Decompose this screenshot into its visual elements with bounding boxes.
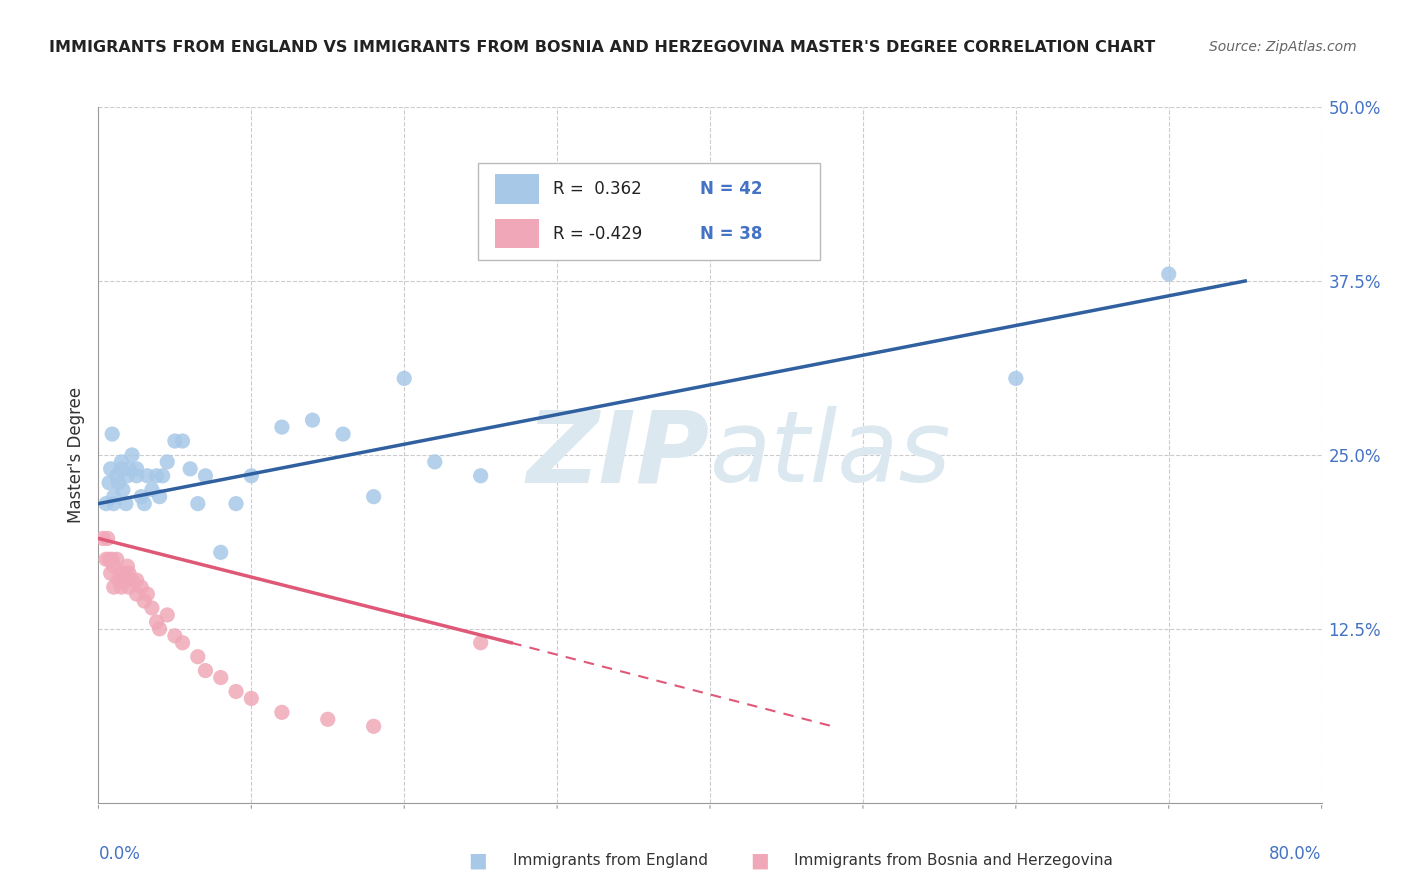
Bar bbox=[495, 175, 540, 203]
Point bbox=[125, 468, 148, 483]
Point bbox=[100, 566, 122, 581]
Point bbox=[118, 462, 141, 476]
Point bbox=[110, 580, 132, 594]
Point bbox=[103, 559, 125, 574]
Point bbox=[103, 490, 125, 504]
Point bbox=[129, 490, 152, 504]
Text: atlas: atlas bbox=[710, 407, 952, 503]
Bar bbox=[495, 219, 540, 248]
Point bbox=[316, 712, 339, 726]
Point bbox=[125, 587, 148, 601]
Text: Source: ZipAtlas.com: Source: ZipAtlas.com bbox=[1209, 40, 1357, 54]
Text: ▪: ▪ bbox=[749, 847, 769, 875]
Point bbox=[156, 455, 179, 469]
Point bbox=[301, 413, 323, 427]
Point bbox=[163, 629, 186, 643]
Text: Immigrants from England: Immigrants from England bbox=[513, 854, 709, 868]
Point bbox=[105, 468, 128, 483]
Text: N = 38: N = 38 bbox=[700, 225, 762, 243]
Point bbox=[134, 497, 156, 511]
Point bbox=[115, 497, 138, 511]
Point bbox=[149, 490, 172, 504]
Text: ZIP: ZIP bbox=[527, 407, 710, 503]
Point bbox=[163, 434, 186, 448]
Point bbox=[270, 420, 292, 434]
Point bbox=[363, 490, 385, 504]
Point bbox=[115, 566, 138, 581]
Point bbox=[103, 580, 125, 594]
Point bbox=[332, 427, 354, 442]
Text: IMMIGRANTS FROM ENGLAND VS IMMIGRANTS FROM BOSNIA AND HERZEGOVINA MASTER'S DEGRE: IMMIGRANTS FROM ENGLAND VS IMMIGRANTS FR… bbox=[49, 40, 1156, 55]
Point bbox=[105, 552, 128, 566]
Point bbox=[100, 462, 122, 476]
Point bbox=[187, 649, 209, 664]
Point bbox=[149, 622, 172, 636]
Point bbox=[145, 615, 167, 629]
Point bbox=[1157, 267, 1180, 281]
Point bbox=[179, 462, 201, 476]
Point bbox=[136, 587, 159, 601]
Point bbox=[145, 468, 167, 483]
Point bbox=[117, 559, 139, 574]
Point bbox=[240, 468, 263, 483]
Point bbox=[392, 371, 416, 385]
Point bbox=[156, 607, 179, 622]
Point bbox=[363, 719, 385, 733]
Point bbox=[97, 532, 120, 546]
Point bbox=[134, 594, 156, 608]
Point bbox=[107, 573, 129, 587]
Point bbox=[136, 468, 159, 483]
Point bbox=[98, 475, 121, 490]
Point bbox=[101, 552, 124, 566]
FancyBboxPatch shape bbox=[478, 162, 820, 260]
Point bbox=[111, 573, 134, 587]
Point bbox=[103, 497, 125, 511]
Point bbox=[172, 434, 194, 448]
Point bbox=[110, 462, 132, 476]
Text: ▪: ▪ bbox=[468, 847, 488, 875]
Point bbox=[118, 580, 141, 594]
Point bbox=[94, 552, 117, 566]
Point bbox=[225, 684, 247, 698]
Point bbox=[470, 468, 492, 483]
Point bbox=[1004, 371, 1026, 385]
Point bbox=[141, 601, 163, 615]
Point bbox=[423, 455, 446, 469]
Point bbox=[125, 462, 148, 476]
Point bbox=[110, 566, 132, 581]
Point bbox=[125, 573, 148, 587]
Point bbox=[209, 545, 232, 559]
Point bbox=[121, 573, 143, 587]
Point bbox=[91, 532, 114, 546]
Text: 0.0%: 0.0% bbox=[98, 845, 141, 863]
Point bbox=[240, 691, 263, 706]
Point bbox=[209, 671, 232, 685]
Text: N = 42: N = 42 bbox=[700, 180, 762, 198]
Point bbox=[94, 497, 117, 511]
Point bbox=[118, 566, 141, 581]
Point bbox=[107, 475, 129, 490]
Text: Immigrants from Bosnia and Herzegovina: Immigrants from Bosnia and Herzegovina bbox=[794, 854, 1114, 868]
Point bbox=[270, 706, 292, 720]
Point bbox=[187, 497, 209, 511]
Point bbox=[172, 636, 194, 650]
Point bbox=[225, 497, 247, 511]
Point bbox=[121, 448, 143, 462]
Point bbox=[194, 664, 217, 678]
Point bbox=[101, 427, 124, 442]
Text: 80.0%: 80.0% bbox=[1270, 845, 1322, 863]
Text: R =  0.362: R = 0.362 bbox=[553, 180, 641, 198]
Point bbox=[152, 468, 174, 483]
Text: R = -0.429: R = -0.429 bbox=[553, 225, 643, 243]
Point bbox=[111, 483, 134, 497]
Point bbox=[110, 455, 132, 469]
Point bbox=[470, 636, 492, 650]
Point bbox=[141, 483, 163, 497]
Point bbox=[194, 468, 217, 483]
Point bbox=[98, 552, 121, 566]
Point bbox=[129, 580, 152, 594]
Y-axis label: Master's Degree: Master's Degree bbox=[66, 387, 84, 523]
Point bbox=[117, 468, 139, 483]
